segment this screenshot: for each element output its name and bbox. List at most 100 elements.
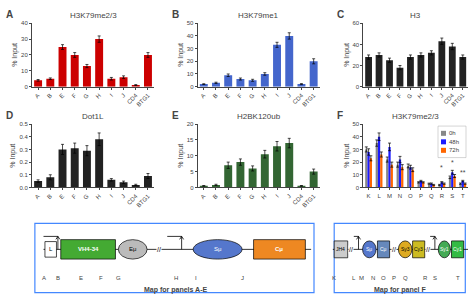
svg-text:B: B (172, 9, 179, 20)
svg-text:H3: H3 (410, 11, 421, 20)
svg-text:50: 50 (352, 121, 359, 127)
svg-text:Dot1L: Dot1L (82, 112, 104, 121)
svg-text:BTG1: BTG1 (301, 92, 317, 108)
svg-text:0: 0 (356, 84, 360, 90)
svg-text://: // (349, 246, 353, 253)
svg-text://: // (392, 246, 396, 253)
svg-text:15: 15 (187, 137, 194, 143)
svg-text:0: 0 (356, 185, 360, 191)
svg-text:72h: 72h (449, 147, 459, 153)
svg-text:F: F (396, 92, 403, 99)
svg-text:0.5: 0.5 (19, 121, 28, 127)
svg-text:B: B (212, 92, 219, 99)
svg-text:BTG1: BTG1 (450, 92, 466, 108)
svg-text:K: K (367, 193, 371, 199)
svg-text:B: B (46, 193, 53, 200)
svg-text:A: A (200, 193, 207, 200)
svg-text:I: I (109, 92, 115, 98)
svg-text:CD4: CD4 (292, 193, 305, 206)
svg-text:50: 50 (187, 20, 194, 26)
svg-text:0: 0 (190, 185, 194, 191)
svg-text:10: 10 (187, 71, 194, 77)
svg-text:60: 60 (352, 20, 359, 26)
svg-text:Map for panels A-E: Map for panels A-E (144, 286, 207, 294)
svg-text:G: G (82, 92, 90, 100)
svg-text:P: P (419, 193, 423, 199)
svg-text:S: S (433, 275, 437, 281)
svg-text:E: E (58, 193, 65, 200)
svg-text:L: L (377, 193, 381, 199)
svg-text:0.0: 0.0 (19, 185, 28, 191)
svg-text:T: T (456, 275, 460, 281)
svg-text://: // (157, 246, 161, 253)
svg-text:I: I (429, 92, 435, 98)
svg-text:H: H (95, 92, 102, 99)
svg-text:CD4: CD4 (126, 193, 139, 206)
svg-text:0.1: 0.1 (19, 172, 28, 178)
svg-text:*: * (451, 159, 454, 166)
svg-text:0: 0 (24, 84, 28, 90)
svg-text:% Input: % Input (10, 144, 18, 168)
svg-text:10: 10 (352, 172, 359, 178)
svg-text:Sy3: Sy3 (401, 246, 410, 252)
svg-text:20: 20 (352, 63, 359, 69)
svg-text:% Input: % Input (11, 43, 19, 67)
svg-text:M: M (387, 193, 392, 199)
svg-text:A: A (364, 92, 371, 99)
svg-text:20: 20 (21, 52, 28, 58)
svg-text:48h: 48h (449, 139, 459, 145)
svg-text:Sμ: Sμ (366, 246, 372, 252)
svg-text:L: L (352, 275, 356, 281)
svg-text:Sy1: Sy1 (440, 246, 449, 252)
svg-text:H3K79me1: H3K79me1 (238, 11, 279, 20)
svg-text:5: 5 (190, 169, 194, 175)
svg-text:Cy1: Cy1 (453, 246, 462, 252)
svg-text:F: F (236, 193, 243, 200)
svg-text:A: A (200, 92, 207, 99)
svg-text:B: B (46, 92, 53, 99)
svg-text:A: A (6, 9, 13, 20)
svg-text:% Input: % Input (177, 43, 185, 67)
svg-text:20: 20 (187, 58, 194, 64)
svg-text:40: 40 (352, 134, 359, 140)
svg-text:G: G (248, 92, 256, 100)
svg-text:BTG1: BTG1 (135, 92, 151, 108)
svg-text:10: 10 (21, 68, 28, 74)
svg-text:F: F (337, 110, 343, 121)
svg-text:L: L (49, 246, 53, 252)
svg-text:Sμ: Sμ (214, 246, 222, 252)
svg-text:Q: Q (429, 193, 434, 199)
svg-text:T: T (461, 193, 465, 199)
svg-text:CD4: CD4 (442, 92, 455, 105)
svg-text:Q: Q (403, 275, 408, 281)
svg-text:0.3: 0.3 (19, 147, 28, 153)
svg-text:Eμ: Eμ (129, 246, 137, 252)
svg-text:B: B (212, 193, 219, 200)
svg-text:% Input: % Input (343, 43, 351, 67)
svg-text:P: P (392, 275, 396, 281)
svg-text:H: H (416, 92, 423, 99)
svg-text:0.2: 0.2 (19, 159, 28, 165)
svg-text:A: A (34, 92, 41, 99)
svg-text:J: J (438, 92, 444, 98)
svg-text:Map for panel F: Map for panel F (374, 286, 426, 294)
svg-text:S: S (450, 193, 454, 199)
svg-text:J: J (286, 193, 292, 199)
svg-text:I: I (274, 92, 280, 98)
svg-text:40: 40 (352, 42, 359, 48)
svg-text:B: B (375, 92, 382, 99)
svg-text:H: H (260, 193, 267, 200)
svg-text:30: 30 (187, 46, 194, 52)
svg-text:0h: 0h (449, 130, 456, 136)
svg-text:JH4: JH4 (336, 246, 345, 252)
svg-text:J: J (120, 92, 126, 98)
svg-text:% Input: % Input (343, 144, 351, 168)
svg-text://: // (426, 246, 430, 253)
svg-text:CD4: CD4 (292, 92, 305, 105)
svg-text:M: M (359, 275, 364, 281)
svg-text:BTG1: BTG1 (301, 193, 317, 209)
svg-text:40: 40 (187, 33, 194, 39)
svg-text:G: G (406, 92, 414, 100)
svg-text:0: 0 (190, 84, 194, 90)
svg-text:F: F (71, 193, 78, 200)
